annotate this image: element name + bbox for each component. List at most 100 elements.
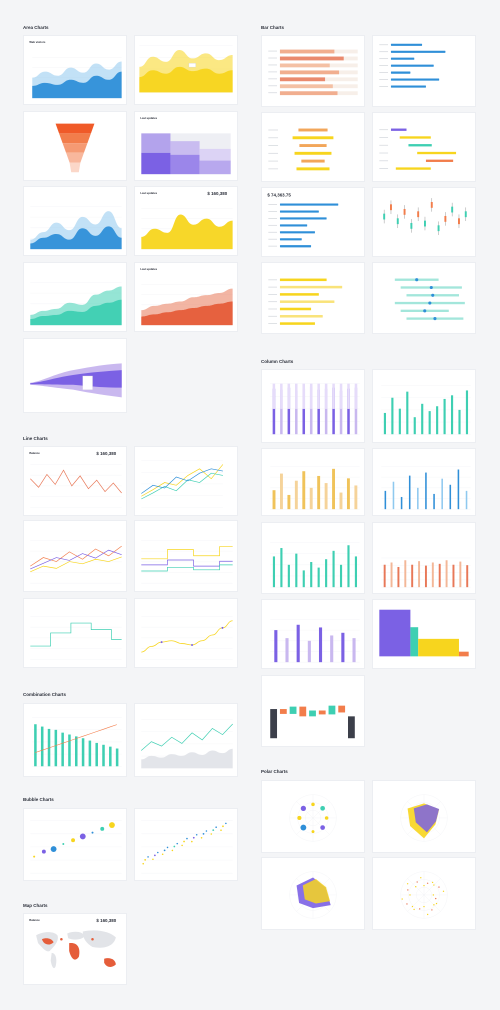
bar	[279, 77, 326, 82]
bar	[390, 43, 423, 46]
candle	[464, 211, 467, 218]
col-purple-chart	[270, 383, 360, 435]
bubble	[205, 830, 208, 832]
card-title: Balance	[29, 451, 40, 455]
bubble	[215, 826, 217, 828]
polar-point	[311, 802, 315, 807]
continent-south-america	[50, 952, 57, 969]
column	[392, 481, 395, 510]
polar-point	[409, 894, 411, 896]
line-series	[141, 620, 233, 653]
bubble	[202, 833, 205, 835]
bubble	[186, 837, 188, 840]
polar-point	[300, 805, 306, 811]
column-top	[287, 383, 291, 409]
bar	[279, 217, 327, 220]
bar-dot	[429, 285, 433, 290]
column	[428, 411, 431, 435]
bar	[408, 144, 432, 147]
line-series	[141, 723, 233, 751]
column	[458, 651, 469, 657]
polar-point	[413, 908, 415, 911]
bubble	[62, 843, 65, 845]
bar-blue-card-1	[372, 35, 476, 107]
column	[408, 475, 411, 510]
bar	[279, 238, 302, 241]
section-title-bubble: Bubble Charts	[23, 797, 54, 802]
column	[397, 566, 400, 588]
col-purple-card	[261, 369, 365, 443]
bubble	[79, 833, 86, 840]
bar	[279, 300, 335, 303]
polar-point	[426, 882, 429, 884]
column	[450, 395, 454, 435]
column	[88, 740, 92, 767]
bar	[279, 70, 340, 75]
card-value: $ 160,380	[96, 918, 116, 923]
line-yellow-card	[134, 598, 238, 668]
polar-point	[420, 877, 422, 879]
candle	[417, 211, 420, 218]
polar-point	[324, 816, 329, 820]
column	[54, 729, 58, 767]
bar	[279, 322, 315, 325]
area-chart-teal	[30, 282, 122, 326]
funnel-stage	[66, 152, 84, 163]
column	[458, 409, 461, 435]
column	[274, 630, 278, 663]
bar	[279, 224, 308, 227]
card-title: Balance	[29, 918, 40, 922]
column	[383, 412, 386, 435]
column	[339, 390, 343, 435]
bubble	[163, 849, 166, 852]
bar	[395, 167, 431, 170]
bar	[279, 307, 312, 311]
column	[95, 742, 98, 767]
column	[379, 609, 411, 657]
col-orange-chart	[381, 557, 471, 588]
line-step-card	[134, 520, 238, 592]
stacked-step-area-card: Last updates	[134, 111, 238, 181]
polar-point	[433, 884, 435, 886]
column	[332, 387, 335, 435]
polar-chart-1	[289, 794, 337, 842]
continent-africa	[69, 943, 80, 960]
column	[325, 559, 328, 588]
polar-point	[406, 903, 408, 905]
column	[400, 496, 403, 510]
bar-dot	[423, 309, 427, 313]
bar-dot	[431, 293, 435, 297]
column	[438, 563, 441, 588]
bar	[279, 56, 344, 61]
polar-point	[432, 894, 435, 896]
col-blue-chart	[381, 466, 471, 510]
line-point	[191, 644, 194, 646]
line-multi-chart	[141, 460, 224, 508]
area-chart-card-yellow: Last updates $ 160,380	[134, 186, 238, 256]
combo-card-1	[23, 703, 127, 777]
line-series	[141, 564, 233, 572]
line-point	[160, 641, 163, 644]
continent-asia	[82, 930, 116, 948]
column	[332, 550, 335, 588]
bar-blue-chart-2: $ 74,363.75	[267, 193, 339, 248]
bubble	[161, 853, 164, 856]
bar	[279, 84, 333, 89]
column	[310, 562, 313, 588]
bubble-chart-1	[30, 820, 122, 874]
bar	[399, 136, 431, 139]
polar-point	[423, 884, 425, 887]
bubble	[109, 822, 115, 828]
column	[383, 564, 386, 588]
column-top	[339, 383, 343, 409]
waterfall-bar	[318, 710, 326, 715]
tooltip	[82, 375, 93, 390]
column	[354, 387, 358, 435]
step-block	[170, 154, 200, 175]
column-top	[354, 383, 358, 409]
polar-area	[302, 879, 331, 904]
bar	[279, 231, 315, 234]
step-block	[141, 152, 171, 175]
polar-spoke	[407, 894, 425, 912]
polar-point	[401, 898, 403, 900]
